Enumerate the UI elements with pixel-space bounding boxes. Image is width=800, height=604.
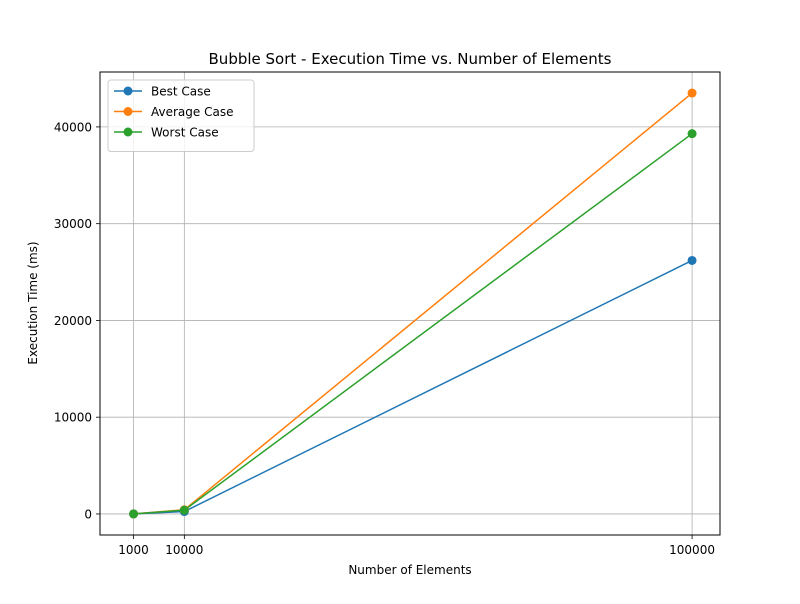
legend-label-average-case: Average Case xyxy=(151,105,233,119)
y-tick-label-1: 10000 xyxy=(54,411,92,425)
y-tick-label-0: 0 xyxy=(84,507,92,521)
series-points xyxy=(129,88,697,519)
chart-title: Bubble Sort - Execution Time vs. Number … xyxy=(209,50,612,68)
y-axis-label: Execution Time (ms) xyxy=(26,241,40,364)
y-tick-label-3: 30000 xyxy=(54,217,92,231)
data-point-worst-case-2 xyxy=(687,129,697,139)
data-point-worst-case-0 xyxy=(129,509,139,519)
y-tick-label-4: 40000 xyxy=(54,120,92,134)
legend-label-worst-case: Worst Case xyxy=(151,126,219,140)
legend-label-best-case: Best Case xyxy=(151,85,211,99)
x-tick-label-1: 10000 xyxy=(165,543,203,557)
legend-marker-average-case xyxy=(123,107,133,116)
legend-marker-best-case xyxy=(123,86,133,96)
x-axis-label: Number of Elements xyxy=(348,563,471,577)
data-point-average-case-2 xyxy=(687,88,697,98)
data-point-worst-case-1 xyxy=(179,505,189,515)
y-tick-label-2: 20000 xyxy=(54,314,92,328)
y-axis-ticks: 0 10000 20000 30000 40000 xyxy=(54,120,100,521)
legend-marker-worst-case xyxy=(123,127,133,137)
legend-box xyxy=(107,79,255,152)
x-tick-label-0: 1000 xyxy=(118,543,149,557)
data-point-best-case-2 xyxy=(687,255,697,265)
plot-frame xyxy=(99,71,721,536)
x-axis-ticks: 1000 10000 100000 xyxy=(118,535,715,557)
legend: Best Case Average Case Worst Case xyxy=(107,79,255,152)
x-tick-label-2: 100000 xyxy=(669,543,715,557)
